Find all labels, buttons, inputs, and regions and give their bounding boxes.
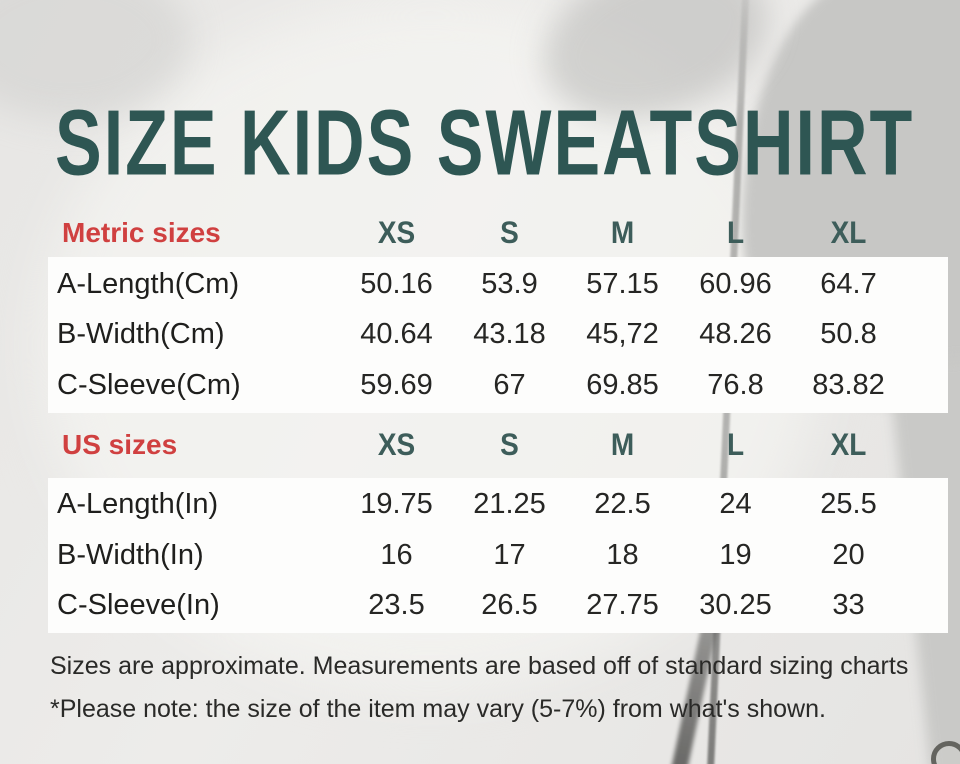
measurement-value: 53.9 (481, 267, 538, 300)
section-header-row: US sizes XS S M L XL (48, 413, 948, 478)
section-label: US sizes (62, 429, 178, 460)
size-column-header: XS (377, 427, 416, 462)
measurement-value: 67 (493, 368, 526, 401)
size-column-header: XS (377, 214, 416, 250)
measurement-label: A-Length(Cm) (57, 267, 240, 300)
measurement-row: C-Sleeve(In) 23.5 26.5 27.75 30.25 33 (48, 581, 948, 632)
section-label: Metric sizes (62, 216, 221, 248)
size-column-header: M (610, 427, 635, 462)
section-band: A-Length(Cm) 50.16 53.9 57.15 60.96 64.7 B-Wid… (48, 257, 948, 413)
measurement-value: 40.64 (360, 318, 433, 351)
measurement-value: 76.8 (707, 368, 764, 401)
measurement-value: 45,72 (586, 318, 659, 351)
size-table-section: US sizes XS S M L XL A-Length(In) 19.75 21.25 2… (48, 413, 948, 633)
measurement-value: 33 (832, 589, 865, 622)
measurement-value: 59.69 (360, 368, 433, 401)
size-column-header: L (726, 427, 745, 462)
measurement-row: C-Sleeve(Cm) 59.69 67 69.85 76.8 83.82 (48, 360, 948, 411)
size-column-header: L (726, 214, 745, 250)
measurement-value: 50.8 (820, 318, 877, 351)
measurement-value: 24 (719, 488, 752, 521)
page-title: SIZE KIDS SWEATSHIRT (55, 91, 915, 195)
measurement-value: 16 (380, 538, 413, 571)
measurement-value: 64.7 (820, 267, 877, 300)
size-column-header: S (500, 427, 519, 462)
measurement-label: B-Width(In) (57, 538, 204, 571)
measurement-label: A-Length(In) (57, 488, 219, 521)
measurement-value: 21.25 (473, 488, 546, 521)
measurement-value: 18 (606, 538, 639, 571)
measurement-value: 50.16 (360, 267, 433, 300)
size-column-header: S (500, 214, 519, 250)
measurement-value: 43.18 (473, 318, 546, 351)
section-header-row: Metric sizes XS S M L XL (48, 208, 948, 257)
measurement-value: 27.75 (586, 589, 659, 622)
measurement-value: 83.82 (812, 368, 885, 401)
measurement-row: A-Length(Cm) 50.16 53.9 57.15 60.96 64.7 (48, 259, 948, 310)
measurement-value: 30.25 (699, 589, 772, 622)
measurement-value: 19 (719, 538, 752, 571)
size-table-section: Metric sizes XS S M L XL A-Length(Cm) 50.16 53… (48, 208, 948, 413)
measurement-value: 19.75 (360, 488, 433, 521)
measurement-label: C-Sleeve(In) (57, 589, 220, 622)
measurement-value: 48.26 (699, 318, 772, 351)
size-table: Metric sizes XS S M L XL A-Length(Cm) 50.16 53… (48, 208, 948, 633)
size-column-header: XL (830, 427, 867, 462)
measurement-label: B-Width(Cm) (57, 318, 225, 351)
footnote-sizing-disclaimer: Sizes are approximate. Measurements are … (50, 652, 909, 680)
footnote-variance-disclaimer: *Please note: the size of the item may v… (50, 695, 826, 723)
measurement-value: 23.5 (368, 589, 425, 622)
measurement-value: 26.5 (481, 589, 538, 622)
measurement-value: 69.85 (586, 368, 659, 401)
size-column-header: XL (830, 214, 867, 250)
measurement-value: 57.15 (586, 267, 659, 300)
measurement-value: 22.5 (594, 488, 651, 521)
section-band: A-Length(In) 19.75 21.25 22.5 24 25.5 B-Width(… (48, 477, 948, 633)
footnotes: Sizes are approximate. Measurements are … (50, 645, 930, 731)
measurement-row: A-Length(In) 19.75 21.25 22.5 24 25.5 (48, 480, 948, 531)
measurement-row: B-Width(Cm) 40.64 43.18 45,72 48.26 50.8 (48, 310, 948, 361)
size-column-header: M (610, 214, 635, 250)
measurement-value: 60.96 (699, 267, 772, 300)
measurement-value: 20 (832, 538, 865, 571)
measurement-value: 25.5 (820, 488, 877, 521)
measurement-label: C-Sleeve(Cm) (57, 368, 241, 401)
measurement-row: B-Width(In) 16 17 18 19 20 (48, 530, 948, 581)
measurement-value: 17 (493, 538, 526, 571)
